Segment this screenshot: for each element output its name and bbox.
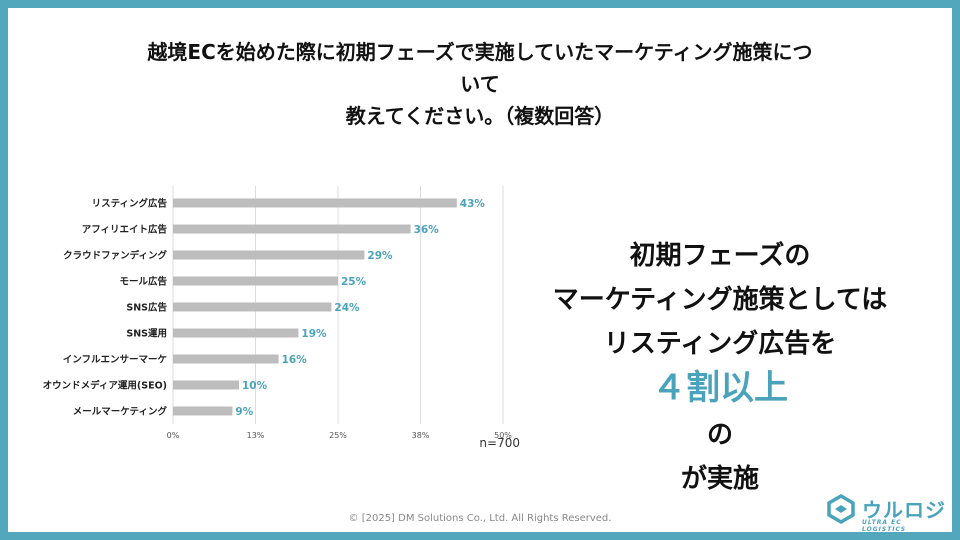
category-label: クラウドファンディング	[63, 250, 167, 262]
x-tick-label: 25%	[329, 431, 347, 438]
x-tick-label: 50%	[494, 431, 512, 438]
title-line-3: 教えてください。（複数回答）	[345, 104, 615, 128]
callout-line-1: 初期フェーズの	[629, 241, 811, 271]
category-label: アフィリエイト広告	[82, 224, 168, 236]
data-label: 25%	[341, 276, 367, 288]
bar	[173, 354, 279, 364]
data-label: 24%	[334, 302, 360, 314]
category-label: インフルエンサーマーケ	[63, 355, 167, 366]
bar	[173, 328, 299, 338]
logo-tagline: ULTRA EC LOGISTICS	[862, 519, 907, 532]
bar	[173, 250, 365, 260]
brand-logo: ウルロジ ULTRA EC LOGISTICS	[826, 492, 948, 532]
callout-highlight: ４割以上	[652, 368, 788, 408]
data-label: 9%	[235, 406, 253, 418]
category-label: オウンドメディア運用(SEO)	[43, 380, 167, 392]
data-label: 29%	[367, 250, 393, 262]
callout-line-2: マーケティング施策としては	[552, 285, 888, 315]
logo-name: ウルロジ	[862, 498, 946, 522]
data-label: 36%	[414, 224, 440, 236]
bar-chart: 0% 13% 25% 38% 50% リスティング広告 43% アフィリエイト広告 36% クラウ…	[43, 186, 512, 438]
data-label: 43%	[460, 198, 486, 210]
x-tick-label: 0%	[167, 431, 180, 438]
data-label: 19%	[301, 328, 327, 340]
category-label: SNS運用	[126, 329, 167, 340]
copyright-footer: © [2025] DM Solutions Co., Ltd. All Righ…	[348, 513, 612, 524]
data-label: 16%	[282, 354, 308, 366]
slide: 越境ECを始めた際に初期フェーズで実施していたマーケティング施策につ いて 教え…	[8, 8, 952, 532]
x-tick-label: 13%	[247, 431, 265, 438]
title-line-1: 越境ECを始めた際に初期フェーズで実施していたマーケティング施策につ	[147, 40, 813, 64]
callout-line-4: の	[706, 420, 733, 450]
bar	[173, 276, 338, 286]
callout: 初期フェーズの マーケティング施策としては リスティング広告を ４割以上 の が実…	[508, 234, 932, 501]
callout-line-3: リスティング広告を ４割以上	[508, 322, 932, 413]
category-label: モール広告	[119, 276, 167, 288]
category-label: リスティング広告	[92, 198, 168, 210]
x-tick-label: 38%	[412, 431, 430, 438]
bar	[173, 302, 332, 312]
bar	[173, 406, 233, 416]
bar	[173, 198, 457, 208]
category-label: SNS広告	[126, 302, 167, 314]
category-label: メールマーケティング	[73, 406, 168, 418]
bar	[173, 224, 411, 234]
callout-line-3-prefix: リスティング広告を	[603, 329, 837, 359]
bar	[173, 380, 239, 390]
sample-size-note: n=700	[479, 436, 520, 450]
title-line-2: いて	[460, 72, 500, 96]
data-label: 10%	[242, 380, 268, 392]
page-title: 越境ECを始めた際に初期フェーズで実施していたマーケティング施策につ いて 教え…	[68, 36, 892, 132]
logo-mark-icon	[827, 494, 855, 524]
callout-line-5: が実施	[680, 464, 759, 494]
